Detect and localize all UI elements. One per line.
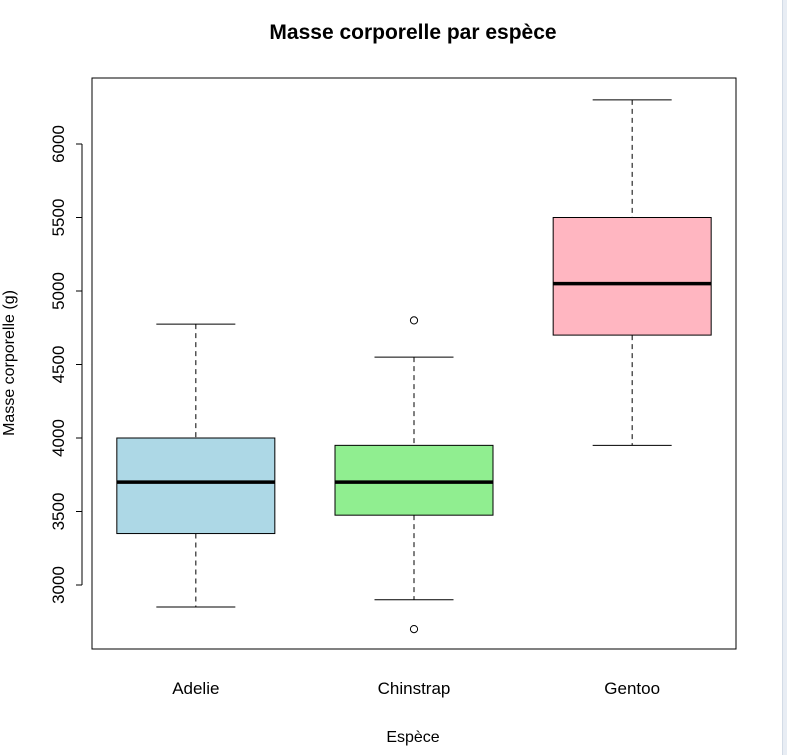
y-tick-label: 3000	[49, 566, 68, 604]
y-tick-label: 4500	[49, 346, 68, 384]
x-tick-label: Gentoo	[604, 679, 660, 698]
outlier-point	[409, 625, 419, 634]
y-axis-label: Masse corporelle (g)	[1, 290, 18, 436]
box-chinstrap	[334, 316, 494, 634]
iqr-box	[116, 437, 276, 535]
x-tick-label: Adelie	[172, 679, 219, 698]
window-edge	[782, 0, 787, 755]
box-gentoo	[552, 99, 712, 446]
y-tick-label: 5000	[49, 272, 68, 310]
x-tick-label: Chinstrap	[378, 679, 451, 698]
y-tick-label: 6000	[49, 125, 68, 163]
x-axis-label: Espèce	[386, 729, 439, 746]
iqr-box	[552, 217, 712, 336]
box-adelie	[116, 323, 276, 608]
y-tick-label: 4000	[49, 419, 68, 457]
y-tick-label: 3500	[49, 493, 68, 531]
y-tick-label: 5500	[49, 199, 68, 237]
chart-title: Masse corporelle par espèce	[269, 21, 556, 44]
outlier-point	[409, 316, 419, 325]
iqr-box	[334, 444, 494, 516]
plot-frame	[91, 77, 737, 650]
boxes	[116, 99, 712, 634]
x-axis: Adelie Chinstrap Gentoo	[172, 679, 660, 698]
y-axis: 3000 3500 4000 4500 5000 5500 6000	[49, 125, 83, 604]
